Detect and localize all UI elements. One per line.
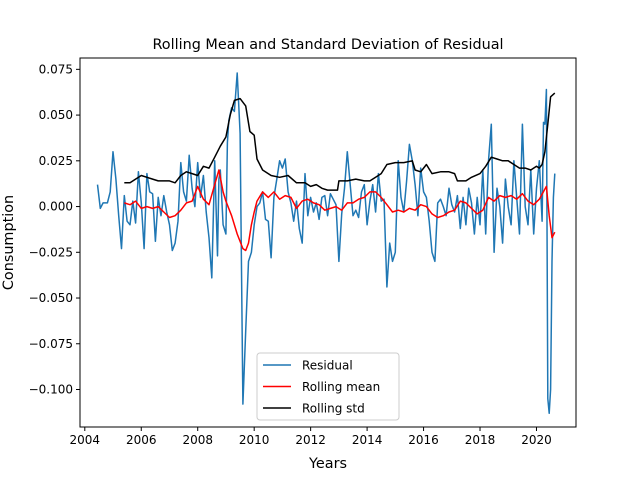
x-tick-label: 2018	[465, 433, 496, 447]
y-axis-ticks: 0.075 0.050 0.025 0.000 −0.025 −0.050 −0.075 −0…	[29, 62, 80, 396]
x-tick-label: 2006	[126, 433, 157, 447]
rolling-mean-line	[124, 169, 556, 252]
rolling-std-line	[124, 92, 556, 191]
y-tick-label: 0.050	[39, 108, 73, 122]
x-tick-label: 2012	[295, 433, 326, 447]
legend-box	[256, 352, 400, 421]
series-layer	[96, 72, 556, 415]
y-tick-label: −0.075	[29, 337, 73, 351]
x-tick-label: 2008	[182, 433, 213, 447]
legend-label-residual: Residual	[302, 359, 353, 373]
y-tick-label: 0.075	[39, 62, 73, 76]
x-tick-label: 2014	[352, 433, 383, 447]
y-tick-label: −0.100	[29, 382, 73, 396]
y-axis-label: Consumption	[1, 195, 17, 290]
legend-label-rolling-std: Rolling std	[302, 402, 365, 416]
y-tick-label: −0.050	[29, 291, 73, 305]
plot-frame	[79, 57, 577, 428]
x-tick-label: 2010	[239, 433, 270, 447]
legend: Residual Rolling mean Rolling std	[256, 352, 400, 421]
x-tick-label: 2016	[408, 433, 439, 447]
x-axis-label: Years	[308, 456, 347, 472]
chart-title: Rolling Mean and Standard Deviation of R…	[152, 37, 503, 53]
x-axis-ticks: 2004 2006 2008 2010 2012 2014 2016 2018 2020	[70, 427, 552, 447]
x-tick-label: 2004	[70, 433, 101, 447]
legend-label-rolling-mean: Rolling mean	[302, 380, 380, 394]
y-tick-label: −0.025	[29, 245, 73, 259]
y-tick-label: 0.025	[39, 154, 73, 168]
x-tick-label: 2020	[521, 433, 552, 447]
y-tick-label: 0.000	[39, 200, 73, 214]
